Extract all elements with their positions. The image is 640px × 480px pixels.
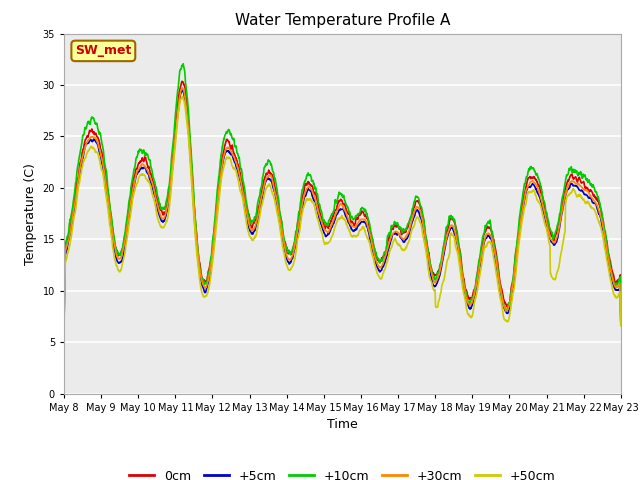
+10cm [60,296,68,302]
+50cm [502,318,509,324]
+30cm [178,85,186,91]
+5cm [60,321,68,326]
+10cm [184,106,192,112]
+5cm [551,241,559,247]
+5cm [429,282,437,288]
Title: Water Temperature Profile A: Water Temperature Profile A [235,13,450,28]
0cm [551,233,559,239]
+30cm [617,321,625,327]
+5cm [179,87,186,93]
Line: +50cm: +50cm [64,96,621,328]
+10cm [179,61,187,67]
+10cm [502,309,509,314]
Legend: 0cm, +5cm, +10cm, +30cm, +50cm: 0cm, +5cm, +10cm, +30cm, +50cm [124,465,561,480]
0cm [184,118,192,123]
Line: 0cm: 0cm [64,81,621,320]
Line: +5cm: +5cm [64,90,621,324]
+5cm [502,308,509,314]
+10cm [617,313,625,319]
+10cm [170,128,178,133]
+30cm [60,320,68,326]
0cm [60,317,68,323]
Line: +10cm: +10cm [64,64,621,316]
+30cm [429,276,437,282]
0cm [178,78,186,84]
0cm [246,222,254,228]
+50cm [617,323,625,329]
+30cm [246,226,254,232]
0cm [502,301,509,307]
+5cm [617,319,625,325]
Line: +30cm: +30cm [64,88,621,324]
X-axis label: Time: Time [327,418,358,431]
+5cm [184,124,192,130]
+50cm [170,152,178,158]
+5cm [170,146,178,152]
+10cm [551,231,559,237]
+10cm [429,276,437,281]
+30cm [170,143,178,148]
+50cm [179,94,186,99]
Text: SW_met: SW_met [75,44,131,58]
+5cm [246,228,254,234]
+30cm [502,308,509,313]
+50cm [429,286,437,291]
Y-axis label: Temperature (C): Temperature (C) [24,163,37,264]
+50cm [551,277,559,283]
+50cm [246,235,254,240]
0cm [170,139,178,145]
+50cm [184,132,192,137]
+50cm [60,325,68,331]
0cm [617,300,625,306]
0cm [429,271,437,276]
+30cm [551,240,559,245]
+10cm [246,221,254,227]
+30cm [184,124,192,130]
